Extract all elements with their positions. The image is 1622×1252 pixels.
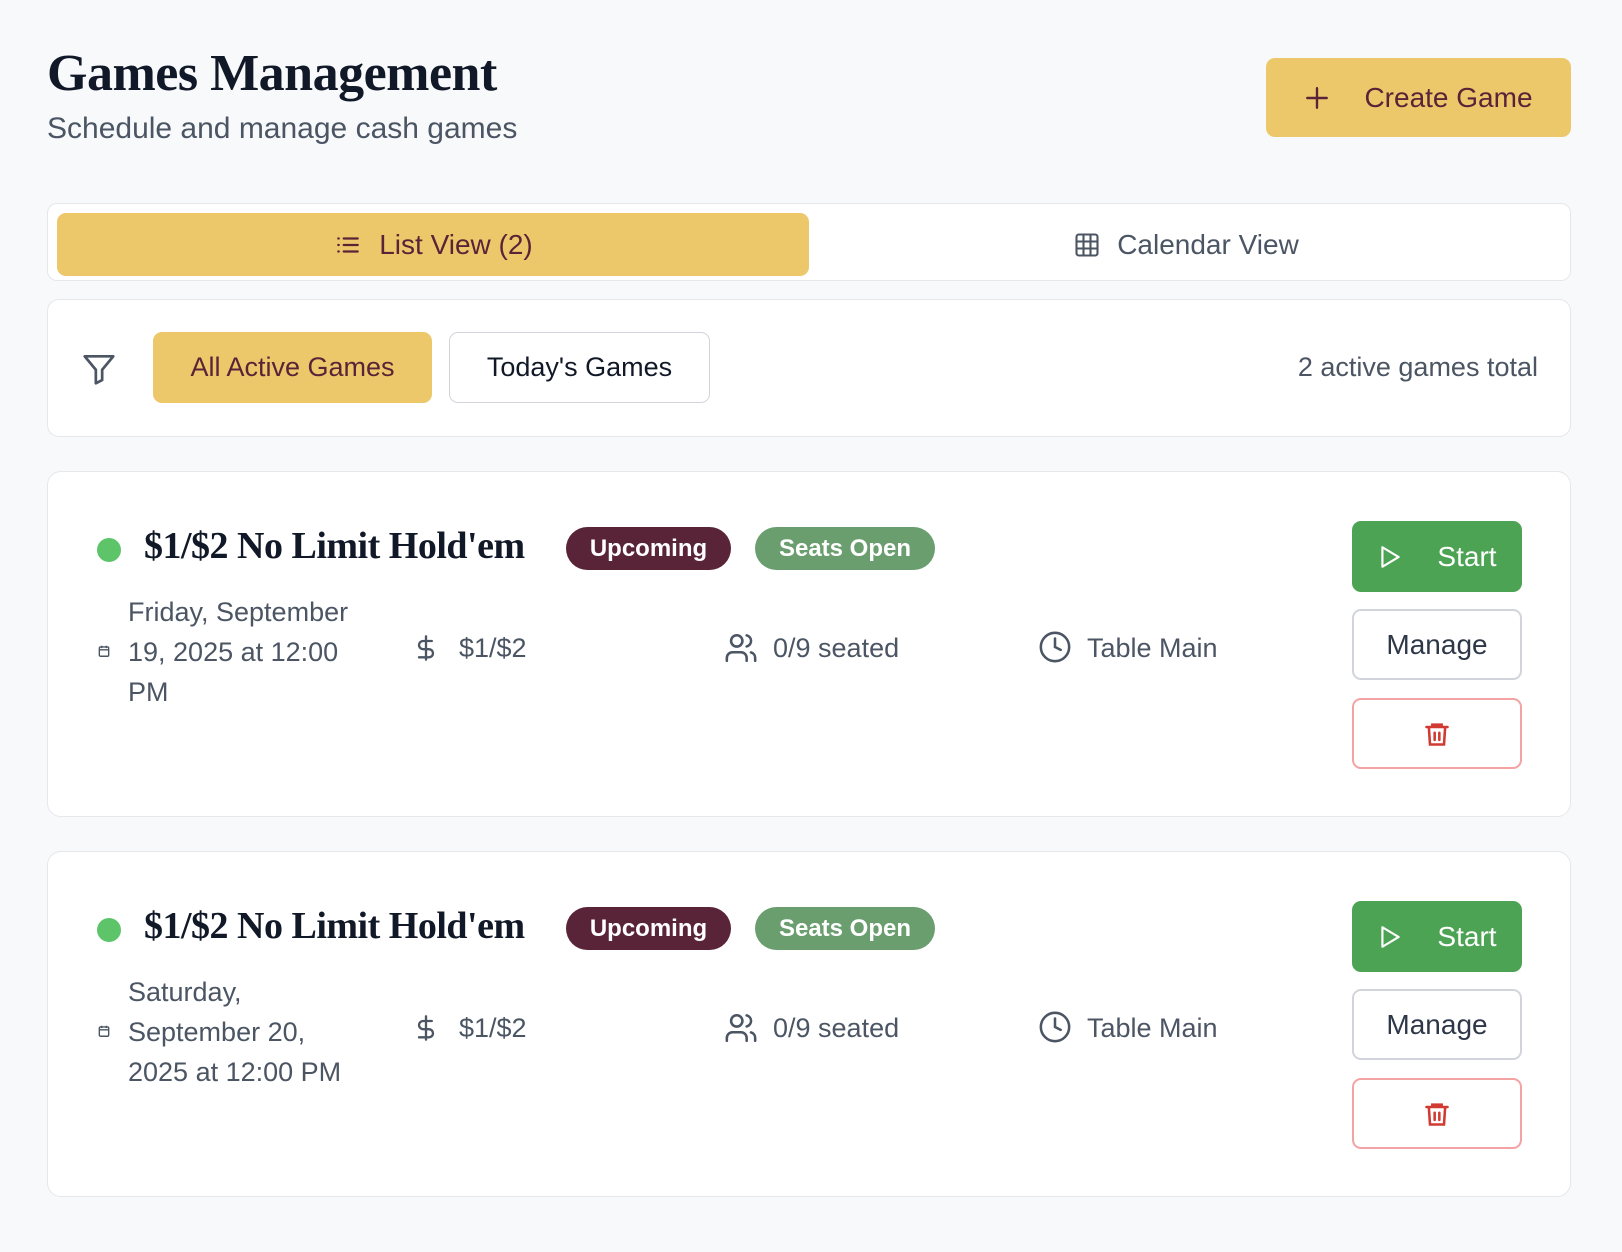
list-icon — [337, 236, 360, 253]
create-game-button[interactable]: Create Game — [1266, 58, 1571, 137]
seats-badge: Seats Open — [755, 907, 935, 950]
game-title: $1/$2 No Limit Hold'em — [144, 905, 525, 947]
dollar-icon — [417, 635, 435, 661]
game-card: $1/$2 No Limit Hold'em Upcoming Seats Op… — [47, 851, 1571, 1197]
play-icon — [1381, 925, 1401, 948]
filter-all-active-games[interactable]: All Active Games — [153, 332, 432, 403]
seats-badge: Seats Open — [755, 527, 935, 570]
status-dot — [97, 538, 121, 562]
plus-icon — [1306, 86, 1329, 109]
tab-list-view[interactable]: List View (2) — [57, 213, 809, 276]
game-card: $1/$2 No Limit Hold'em Upcoming Seats Op… — [47, 471, 1571, 817]
start-button[interactable]: Start — [1352, 521, 1522, 592]
filter-icon — [83, 354, 115, 385]
game-table: Table Main — [1087, 633, 1218, 663]
clock-icon — [1039, 631, 1071, 663]
page-subtitle: Schedule and manage cash games — [47, 112, 518, 145]
dollar-icon — [417, 1015, 435, 1041]
game-seated: 0/9 seated — [773, 1013, 900, 1043]
tab-calendar-view[interactable]: Calendar View — [810, 213, 1562, 276]
game-date: Friday, September 19, 2025 at 12:00 PM — [128, 597, 349, 707]
manage-button[interactable]: Manage — [1352, 989, 1522, 1060]
play-icon — [1381, 545, 1401, 568]
grid-icon — [1075, 232, 1099, 257]
games-count: 2 active games total — [1297, 352, 1538, 382]
game-seated: 0/9 seated — [773, 633, 900, 663]
filter-todays-games[interactable]: Today's Games — [449, 332, 710, 403]
game-table: Table Main — [1087, 1013, 1218, 1043]
start-button[interactable]: Start — [1352, 901, 1522, 972]
manage-button[interactable]: Manage — [1352, 609, 1522, 680]
trash-icon — [1425, 722, 1449, 746]
status-dot — [97, 918, 121, 942]
status-badge: Upcoming — [566, 527, 731, 570]
delete-button[interactable] — [1352, 1078, 1522, 1149]
users-icon — [725, 633, 757, 663]
filter-bar: All Active Games Today's Games 2 active … — [47, 299, 1571, 437]
clock-icon — [1039, 1011, 1071, 1043]
view-tabs: List View (2) Calendar View — [47, 203, 1571, 281]
users-icon — [725, 1013, 757, 1043]
game-title: $1/$2 No Limit Hold'em — [144, 525, 525, 567]
calendar-icon — [98, 1025, 110, 1037]
game-stakes: $1/$2 — [459, 633, 527, 663]
calendar-icon — [98, 645, 110, 657]
status-badge: Upcoming — [566, 907, 731, 950]
game-date: Saturday, September 20, 2025 at 12:00 PM — [128, 977, 342, 1087]
trash-icon — [1425, 1102, 1449, 1126]
delete-button[interactable] — [1352, 698, 1522, 769]
game-stakes: $1/$2 — [459, 1013, 527, 1043]
page-title: Games Management — [47, 45, 497, 102]
